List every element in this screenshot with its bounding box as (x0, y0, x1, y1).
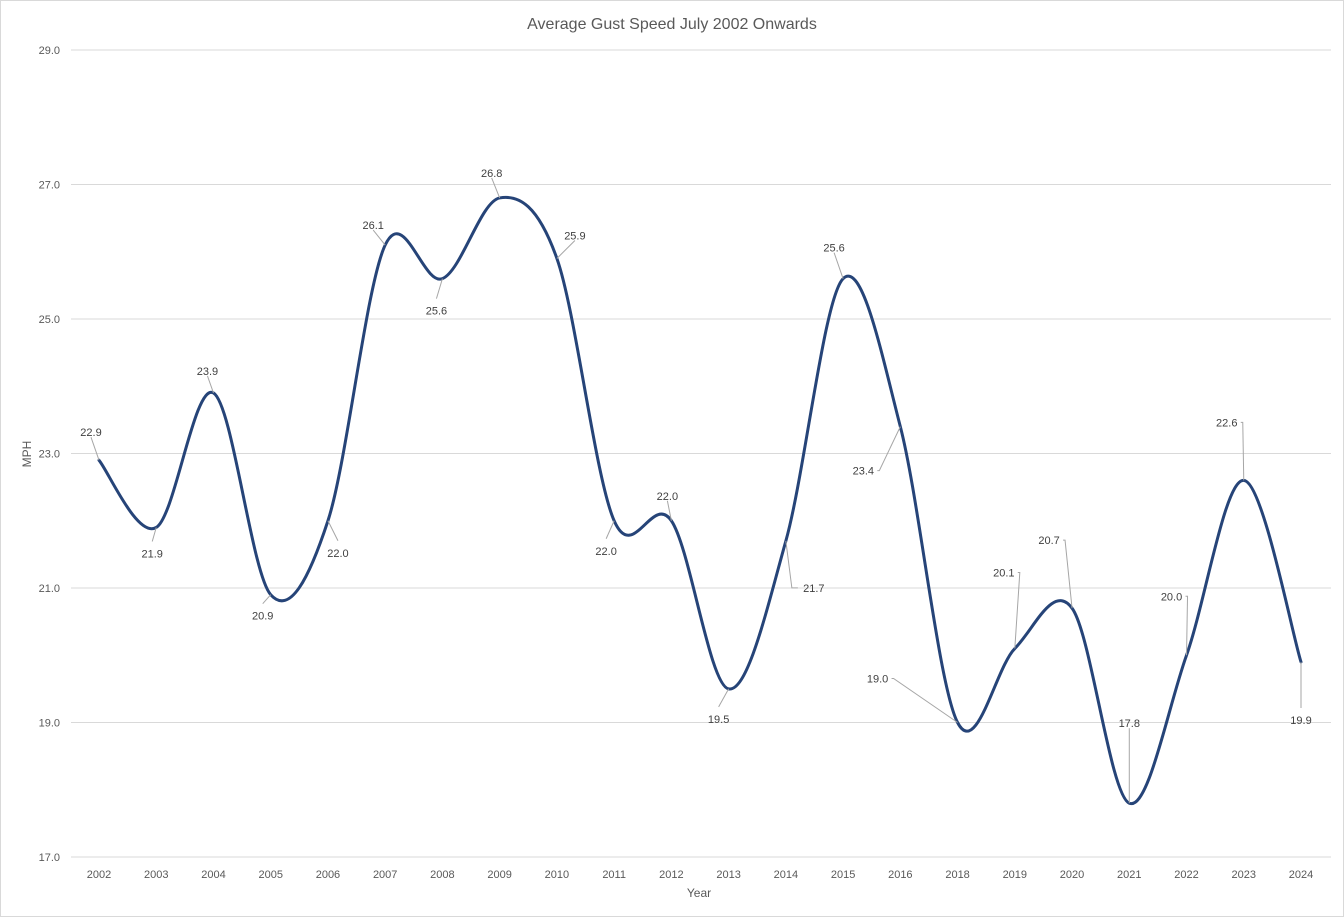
data-label-leader (327, 520, 339, 541)
x-tick-label: 2005 (258, 869, 282, 881)
data-label-leader (1063, 539, 1073, 609)
data-label: 20.9 (252, 611, 273, 623)
data-label-leader (605, 520, 615, 539)
x-tick-label: 2010 (545, 869, 569, 881)
y-tick-label: 27.0 (39, 180, 60, 192)
x-tick-label: 2004 (201, 869, 225, 881)
data-label-leader (833, 252, 844, 279)
data-label: 22.0 (327, 548, 348, 560)
data-label: 20.1 (993, 568, 1014, 580)
y-axis-tick-labels: 17.0 19.0 21.0 23.0 25.0 27.0 29.0 (39, 45, 60, 864)
data-labels: 22.9 21.9 23.9 20.9 22.0 26.1 25.6 26.8 25.9 22.0… (80, 168, 1311, 730)
y-tick-label: 23.0 (39, 449, 60, 461)
y-tick-label: 29.0 (39, 45, 60, 57)
data-label: 17.8 (1119, 718, 1140, 730)
data-label: 26.8 (481, 168, 502, 180)
x-tick-label: 2016 (888, 869, 912, 881)
data-label-leader (666, 500, 672, 521)
data-label: 20.7 (1038, 535, 1059, 547)
data-label: 21.9 (142, 548, 163, 560)
data-label: 23.9 (197, 366, 218, 378)
series-line (97, 195, 1303, 805)
data-label-leader-lines (90, 177, 1302, 804)
y-tick-label: 21.0 (39, 583, 60, 595)
data-label: 19.9 (1290, 715, 1311, 727)
x-tick-label: 2019 (1003, 869, 1027, 881)
data-label-leader (435, 278, 443, 299)
x-tick-label: 2015 (831, 869, 855, 881)
data-label: 22.0 (657, 491, 678, 503)
x-tick-label: 2006 (316, 869, 340, 881)
data-label-leader (1240, 421, 1245, 481)
x-axis-tick-labels: 2002 2003 2004 2005 2006 2007 2008 2009 2010 2011… (87, 869, 1313, 881)
y-tick-label: 19.0 (39, 718, 60, 730)
x-tick-label: 2002 (87, 869, 111, 881)
data-label: 25.6 (426, 306, 447, 318)
data-label: 22.9 (80, 427, 101, 439)
data-label: 20.0 (1161, 591, 1182, 603)
x-tick-label: 2022 (1174, 869, 1198, 881)
x-tick-label: 2011 (602, 869, 626, 881)
gridlines (71, 49, 1331, 858)
x-tick-label: 2018 (945, 869, 969, 881)
x-tick-label: 2009 (487, 869, 511, 881)
x-tick-label: 2020 (1060, 869, 1084, 881)
data-label-leader (891, 678, 958, 723)
data-label-leader (151, 527, 157, 542)
x-tick-label: 2014 (774, 869, 798, 881)
data-label: 19.5 (708, 714, 729, 726)
data-label-leader (90, 437, 100, 461)
data-label: 25.6 (823, 243, 844, 255)
data-label: 21.7 (803, 583, 824, 595)
x-tick-label: 2008 (430, 869, 454, 881)
y-axis-title: MPH (20, 441, 34, 468)
data-label-leader (718, 688, 730, 708)
x-axis-title: Year (687, 886, 711, 900)
data-label: 22.6 (1216, 417, 1237, 429)
x-tick-label: 2024 (1289, 869, 1313, 881)
x-tick-label: 2007 (373, 869, 397, 881)
x-tick-label: 2012 (659, 869, 683, 881)
data-label-leader (262, 594, 272, 605)
data-label: 19.0 (867, 674, 888, 686)
data-label-leader (1014, 572, 1021, 649)
data-label-leader (207, 375, 214, 394)
data-label: 26.1 (362, 220, 383, 232)
x-tick-label: 2021 (1117, 869, 1141, 881)
y-tick-label: 25.0 (39, 314, 60, 326)
data-label: 22.0 (595, 546, 616, 558)
data-label: 25.9 (564, 230, 585, 242)
data-label-leader (556, 240, 576, 259)
y-tick-label: 17.0 (39, 852, 60, 864)
x-tick-label: 2013 (716, 869, 740, 881)
chart-title: Average Gust Speed July 2002 Onwards (527, 16, 817, 33)
data-label: 23.4 (853, 466, 874, 478)
x-tick-label: 2003 (144, 869, 168, 881)
data-label-leader (785, 540, 798, 589)
data-label-leader (877, 426, 901, 472)
data-label-leader (1185, 595, 1189, 656)
data-label-leader (372, 229, 386, 246)
x-tick-label: 2023 (1232, 869, 1256, 881)
data-label-leader (491, 177, 501, 199)
